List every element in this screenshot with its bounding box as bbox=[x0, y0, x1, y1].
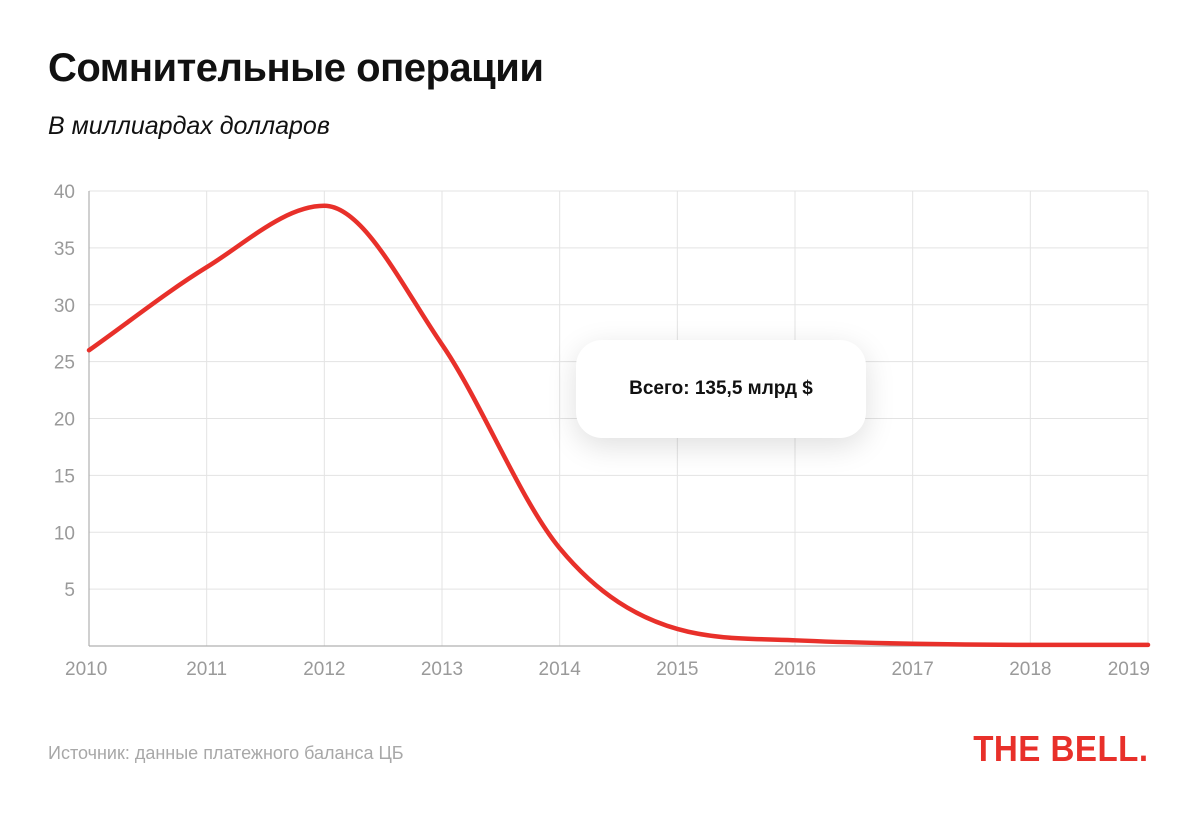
total-callout: Всего: 135,5 млрд $ bbox=[576, 340, 866, 438]
chart-series bbox=[86, 203, 1151, 648]
x-tick-label: 2015 bbox=[656, 659, 698, 680]
x-tick-label: 2016 bbox=[774, 659, 816, 680]
y-tick-label: 5 bbox=[64, 580, 75, 601]
y-tick-label: 35 bbox=[54, 239, 75, 260]
y-tick-label: 25 bbox=[54, 353, 75, 374]
x-tick-label: 2012 bbox=[303, 659, 345, 680]
source-note: Источник: данные платежного баланса ЦБ bbox=[48, 743, 404, 763]
x-tick-label: 2017 bbox=[892, 659, 934, 680]
chart-gridlines bbox=[89, 190, 1149, 646]
chart-title: Сомнительные операции bbox=[48, 46, 544, 90]
x-tick-label: 2014 bbox=[539, 659, 582, 680]
x-tick-label: 2011 bbox=[186, 659, 227, 680]
x-axis-ticks: 2010 2011 2012 2013 2014 2015 2016 2017 2018 2019 bbox=[65, 659, 1150, 680]
y-tick-label: 30 bbox=[54, 296, 75, 317]
x-tick-label: 2010 bbox=[65, 659, 107, 680]
y-tick-label: 10 bbox=[54, 523, 75, 544]
y-tick-label: 40 bbox=[54, 182, 75, 203]
y-tick-label: 15 bbox=[54, 466, 75, 487]
y-tick-label: 20 bbox=[54, 410, 75, 431]
the-bell-logo: THE BELL. bbox=[972, 728, 1148, 769]
series-line bbox=[86, 203, 1151, 648]
chart-subtitle: В миллиардах долларов bbox=[48, 112, 330, 140]
x-tick-label: 2013 bbox=[421, 659, 463, 680]
total-callout-text: Всего: 135,5 млрд $ bbox=[629, 378, 813, 399]
y-axis-ticks: 5 10 15 20 25 30 35 40 bbox=[54, 182, 75, 601]
x-tick-label: 2018 bbox=[1009, 659, 1051, 680]
x-tick-label: 2019 bbox=[1108, 659, 1150, 680]
